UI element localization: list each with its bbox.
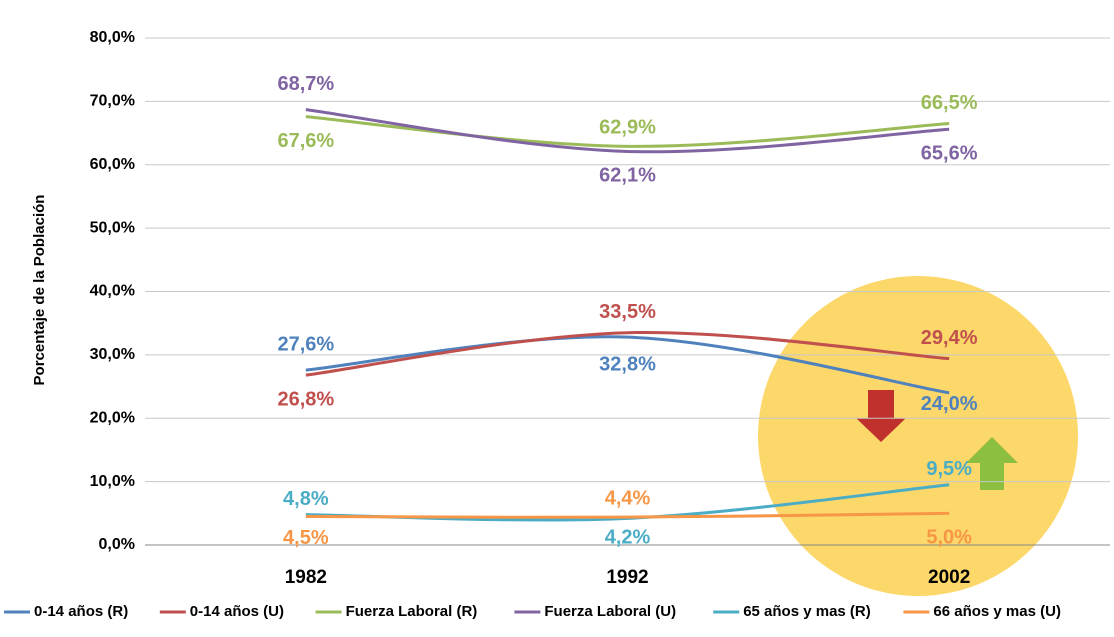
data-label: 68,7% (277, 73, 334, 95)
x-tick-label: 1982 (285, 567, 327, 588)
y-tick-label: 60,0% (90, 156, 135, 173)
data-label: 5,0% (926, 527, 972, 549)
highlight-circle (758, 276, 1078, 596)
labels: 0,0% 10,0% 20,0% 30,0% 40,0% 50,0% 60,0% 70,0% 8… (4, 29, 1061, 620)
data-label: 27,6% (277, 333, 334, 355)
data-label: 62,9% (599, 117, 656, 139)
data-label: 4,5% (283, 527, 329, 549)
data-label: 29,4% (921, 327, 978, 349)
y-tick-label: 80,0% (90, 29, 135, 46)
down-arrow (856, 390, 906, 442)
up-arrow (966, 437, 1018, 490)
data-label: 9,5% (926, 458, 972, 480)
legend-label: 0-14 años (R) (34, 603, 128, 620)
y-tick-label: 30,0% (90, 346, 135, 363)
data-label: 65,6% (921, 143, 978, 165)
legend-label: Fuerza Laboral (R) (346, 603, 478, 620)
series-line (305, 511, 950, 519)
grid (145, 37, 1110, 546)
lines (305, 108, 950, 522)
y-tick-label: 0,0% (99, 536, 135, 553)
series-line (305, 115, 950, 148)
data-label: 26,8% (277, 388, 334, 410)
y-tick-label: 70,0% (90, 93, 135, 110)
series-line (305, 335, 950, 395)
y-axis-label: Porcentaje de la Población (31, 195, 48, 386)
data-label: 4,8% (283, 488, 329, 510)
legend-label: 0-14 años (U) (190, 603, 284, 620)
x-tick-label: 1992 (606, 567, 648, 588)
y-tick-label: 40,0% (90, 283, 135, 300)
data-label: 24,0% (921, 393, 978, 415)
data-label: 4,4% (605, 487, 651, 509)
series-line (305, 108, 950, 154)
data-label: 66,5% (921, 92, 978, 114)
data-label: 4,2% (605, 527, 651, 549)
y-tick-label: 20,0% (90, 409, 135, 426)
legend-label: Fuerza Laboral (U) (544, 603, 676, 620)
data-label: 33,5% (599, 301, 656, 323)
x-tick-label: 2002 (928, 567, 970, 588)
legend-label: 66 años y mas (U) (933, 603, 1061, 620)
y-tick-label: 10,0% (90, 473, 135, 490)
legend-label: 65 años y mas (R) (743, 603, 871, 620)
data-label: 62,1% (599, 165, 656, 187)
y-tick-label: 50,0% (90, 219, 135, 236)
series-line (305, 330, 950, 377)
data-label: 67,6% (277, 130, 334, 152)
data-label: 32,8% (599, 353, 656, 375)
